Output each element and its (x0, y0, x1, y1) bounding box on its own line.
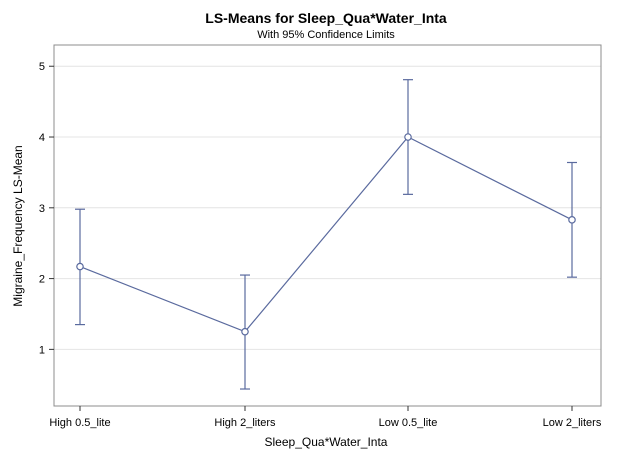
x-tick-label: High 2_liters (214, 417, 276, 429)
y-axis: 1 2 3 4 5 (39, 61, 54, 356)
x-tick-label: Low 2_liters (543, 417, 602, 429)
data-point (404, 133, 412, 141)
y-tick-label: 1 (39, 344, 45, 356)
data-point (241, 327, 249, 336)
x-tick-label: Low 0.5_lite (379, 417, 438, 429)
grid-layer (54, 65, 601, 350)
y-tick-label: 2 (39, 274, 45, 286)
y-axis-label: Migraine_Frequency LS-Mean (11, 145, 25, 306)
data-point (568, 216, 576, 224)
y-tick-label: 4 (39, 132, 45, 144)
data-point (76, 262, 84, 271)
chart-subtitle: With 95% Confidence Limits (257, 29, 395, 41)
x-axis: High 0.5_lite High 2_liters Low 0.5_lite Lo… (49, 406, 602, 429)
y-tick-label: 5 (39, 61, 45, 73)
x-axis-label: Sleep_Qua*Water_Inta (265, 435, 388, 449)
chart-title: LS-Means for Sleep_Qua*Water_Inta (205, 10, 447, 26)
x-tick-label: High 0.5_lite (49, 417, 110, 429)
series-line (79, 136, 573, 333)
y-tick-label: 3 (39, 203, 45, 215)
series-layer (75, 79, 577, 390)
plot-frame (53, 44, 602, 407)
